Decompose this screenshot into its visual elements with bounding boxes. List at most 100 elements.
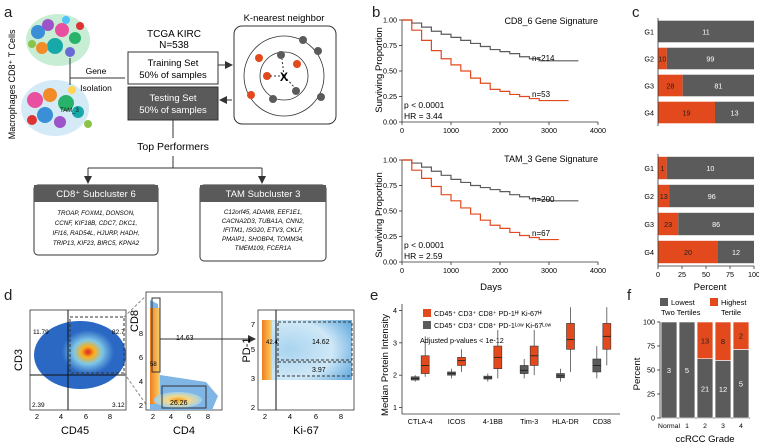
tam-gene-list: C12orf45, ADAM8, EEF1E1, CACNA2D3, TUBA1… [222,209,305,252]
bar-segment-gray [658,20,754,43]
x-tick-label: Normal [658,423,680,430]
flow-xlabel-cd45: CD45 [61,425,89,437]
y-tick-label: 0.50 [383,67,397,76]
tam-subcluster-title: TAM Subcluster 3 [226,189,301,200]
x-tick-label: ICOS [448,417,466,426]
tam3-cluster-label: TAM_3 [60,108,80,114]
x-tick-label: CD38 [593,417,611,426]
km-n-high-cd8: n=214 [532,54,555,63]
survival-curve [402,19,569,102]
gate-value-bottom: 26.26 [170,400,188,407]
tick-label: 3 [251,374,255,383]
cd8-gene-line: IFI16, RAD54L, HJURP, HADH, [53,230,140,237]
gate-value-left: 42.4 [266,340,278,346]
x-tick-label: 2 [703,423,707,430]
tick-label: 2 [139,401,143,410]
km-p-cd8: p < 0.0001 [404,100,445,110]
tick-label: 6 [314,412,318,421]
tam-gene-line: CACNA2D3, TUBA1A, CNN2, [222,218,305,225]
bar-label: 23 [664,220,672,229]
km-xlabel: Days [480,282,502,293]
tick-label: 4 [59,412,63,421]
tick-label: 7 [251,320,255,329]
bar-label: 21 [701,384,709,393]
y-tick-label: 0.75 [383,41,397,50]
y-tick-label: 0.75 [383,181,397,190]
km-n-high-tam: n=200 [532,195,555,204]
legend-swatch-high [710,298,718,306]
bar-label: 20 [684,248,692,257]
panel-e: CD45⁺ CD3⁺ CD8⁺ PD-1ᴴⁱ Ki-67ᴴⁱ CD45⁺ CD3… [380,304,620,426]
bar-label: 2 [739,332,743,341]
box-ylabel: Median Protein Intensity [380,314,391,416]
km-n-low-cd8: n=53 [532,90,551,99]
axis-ticks-plot3: 2 4 6 8 2 3 5 7 [251,320,343,421]
f-ylabel: Percent [632,357,643,390]
legend-swatch-hi [423,309,431,317]
y-tick-label: 2 [393,371,397,380]
gate-box-pd1-hi [277,321,353,361]
panel-c: 11 G1 10 99 G2 28 81 G3 19 13 G4 1 10 G1 13 96 G2 23 86 G3… [644,18,759,293]
box-body [519,365,529,374]
flow-xlabel-cd4: CD4 [173,425,195,437]
cd8-gene-line: CCNF, KIF18B, CDC7, DKC1, [55,220,137,227]
bar-label: 13 [731,109,739,118]
gate-box-cd8 [151,297,161,373]
y-tick-label: 0 [651,414,655,423]
bar-label: 86 [712,220,720,229]
category-label: G3 [644,220,654,229]
bar-label: 12 [719,385,727,394]
gate-value-bottom: 3.97 [312,367,326,374]
y-tick-label: 25 [647,390,655,399]
tick-label: 2 [263,412,267,421]
knn-outer-ring [243,35,325,117]
bar-segment-gray [718,240,754,264]
legend-two-tertiles: Two Tertiles [661,308,701,317]
gate-value-left: 58 [150,362,157,368]
bar-segment-gray [678,321,696,419]
bar-label: 13 [701,336,709,345]
legend-label-lo: CD45⁺ CD3⁺ CD8⁺ PD-1ᴸᵒʷ Ki-67ᴸᵒʷ [434,321,552,330]
x-tick-label: Tim-3 [520,417,538,426]
panel-letter-b: b [372,4,380,21]
adjusted-pvalue: Adjusted p-values < 1e-12 [420,336,504,345]
quadrant-bl: 2.39 [32,402,45,409]
gate-value-top: 14.62 [312,339,330,346]
tick-label: 6 [139,353,143,362]
tick-label: 4 [288,412,292,421]
tick-label: 2 [251,403,255,412]
km-title-tam: TAM_3 Gene Signature [504,154,598,164]
quadrant-br: 3.12 [112,402,125,409]
category-label: G4 [644,248,654,257]
x-tick-label: 100 [748,270,759,279]
gate-box [69,316,125,374]
x-tick-label: 3000 [541,126,557,135]
x-tick-label: 1000 [443,266,459,275]
testing-set-box [127,86,219,121]
bar-segment-orange [714,321,732,361]
x-tick-label: 3 [721,423,725,430]
x-tick-label: 75 [726,270,734,279]
y-tick-label: 1 [393,403,397,412]
x-tick-label: 4 [739,423,743,430]
bar-segment-gray [715,101,754,124]
bar-segment-gray [678,212,754,236]
testing-set-title: Testing Set [150,93,197,104]
density-pd1-edge [262,320,272,380]
flow-ylabel-cd3: CD3 [13,349,25,371]
bar-label: 8 [721,337,725,346]
cd8-gene-line: TRIP13, KIF23, BIRC5, KPNA2 [53,240,140,247]
tam-gene-line: C12orf45, ADAM8, EEF1E1, [224,209,302,216]
bar-label: 19 [683,109,691,118]
survival-curve [402,159,579,202]
top-performers-label: Top Performers [137,141,209,153]
panel-f: Lowest Two Tertiles Highest Tertile Perc… [632,298,750,445]
flow-ylabel-pd1: PD-1 [241,337,253,362]
legend-lowest: Lowest [671,298,696,307]
panel-letters: a b c d e f [4,4,640,304]
panel-letter-d: d [4,287,12,304]
quadrant-tl: 11.79 [33,329,49,336]
y-tick-label: 100 [643,318,655,327]
gene-label: Gene [86,66,107,76]
x-tick-label: 0 [400,266,404,275]
